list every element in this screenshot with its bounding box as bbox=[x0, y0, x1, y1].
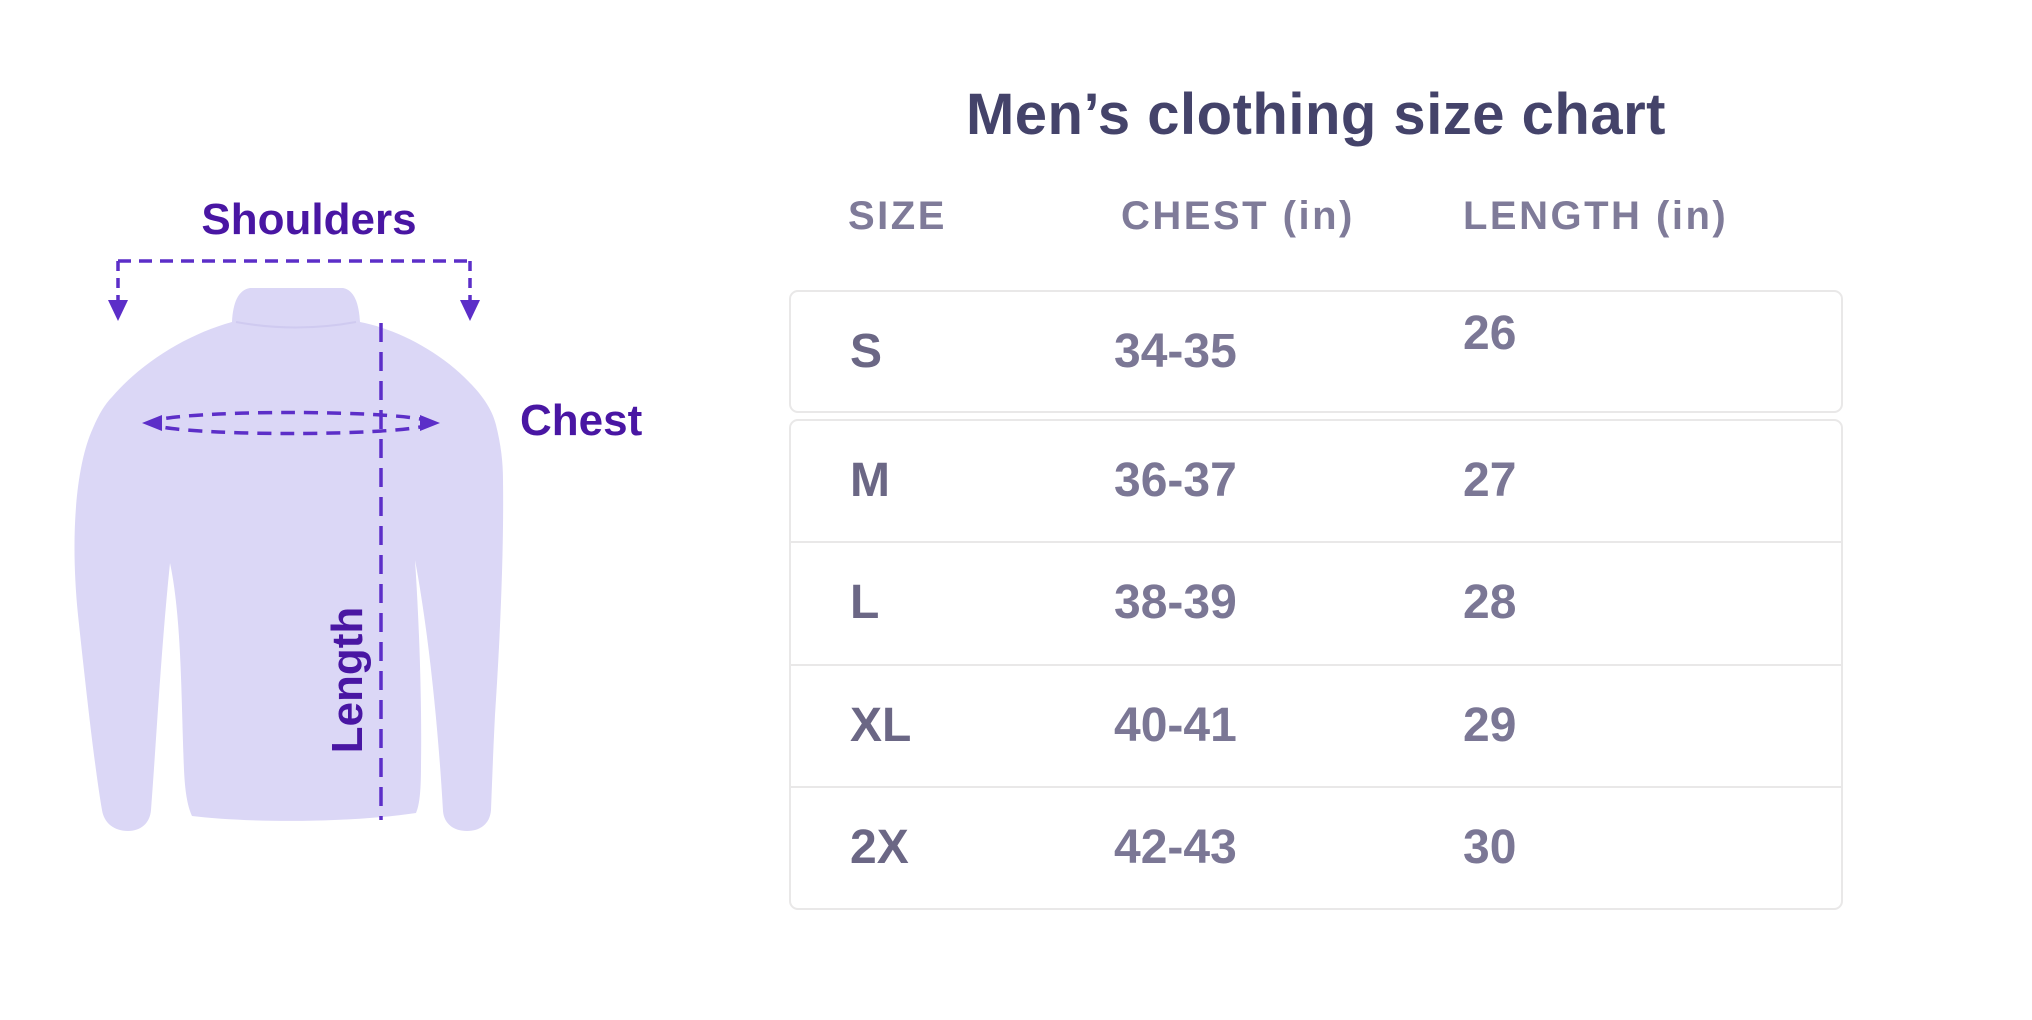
table-row: M 36-37 27 bbox=[791, 421, 1841, 541]
length-cell: 26 bbox=[1463, 306, 1517, 360]
shoulder-arrow-left-icon bbox=[108, 300, 128, 321]
table-row: XL 40-41 29 bbox=[791, 663, 1841, 786]
chest-cell: 36-37 bbox=[1114, 454, 1237, 508]
length-cell: 27 bbox=[1463, 454, 1517, 508]
chest-cell: 42-43 bbox=[1114, 820, 1237, 874]
length-cell: 29 bbox=[1463, 698, 1517, 752]
column-header-chest: CHEST (in) bbox=[1121, 194, 1355, 238]
chest-cell: 38-39 bbox=[1114, 576, 1237, 630]
size-row-group-s: S 34-35 26 bbox=[789, 290, 1843, 413]
chest-cell: 34-35 bbox=[1114, 324, 1237, 378]
table-row: S 34-35 26 bbox=[791, 292, 1841, 411]
collar-seam bbox=[235, 321, 357, 329]
size-cell: XL bbox=[850, 698, 912, 752]
length-cell: 30 bbox=[1463, 820, 1517, 874]
table-row: L 38-39 28 bbox=[791, 541, 1841, 663]
shirt-measurement-diagram: Shoulders Chest Length bbox=[0, 0, 760, 1020]
shoulder-arrow-right-icon bbox=[460, 300, 480, 321]
size-row-group-m-2x: M 36-37 27 L 38-39 28 XL 40-41 29 2X 42-… bbox=[789, 419, 1843, 910]
size-cell: 2X bbox=[850, 820, 909, 874]
chest-arrow-left-icon bbox=[142, 415, 162, 431]
chest-label: Chest bbox=[520, 396, 643, 445]
chest-cell: 40-41 bbox=[1114, 698, 1237, 752]
column-header-length: LENGTH (in) bbox=[1463, 194, 1729, 238]
size-cell: S bbox=[850, 324, 883, 378]
shirt-back-illustration bbox=[74, 259, 504, 831]
table-row: 2X 42-43 30 bbox=[791, 785, 1841, 908]
length-label: Length bbox=[323, 606, 372, 754]
column-header-size: SIZE bbox=[848, 194, 947, 238]
size-cell: M bbox=[850, 454, 890, 508]
shoulders-label: Shoulders bbox=[201, 195, 417, 244]
chest-arrow-right-icon bbox=[420, 415, 440, 431]
length-cell: 28 bbox=[1463, 576, 1517, 630]
shoulders-measure-bracket bbox=[116, 259, 472, 300]
size-cell: L bbox=[850, 576, 880, 630]
shirt-silhouette bbox=[74, 288, 504, 831]
page-title: Men’s clothing size chart bbox=[965, 82, 1667, 147]
